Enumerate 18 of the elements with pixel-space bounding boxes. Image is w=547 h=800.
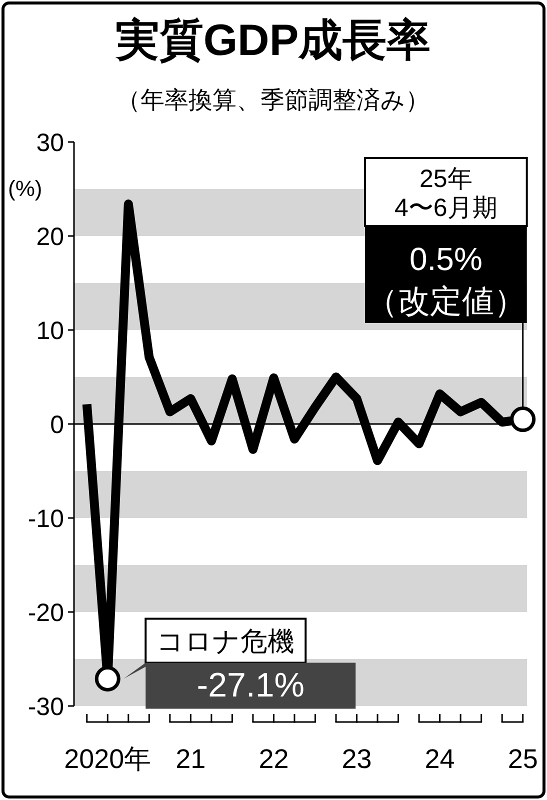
x-tick-label: 23 [342, 744, 372, 774]
y-tick-label: 30 [36, 129, 64, 157]
y-tick-label: -30 [28, 693, 64, 721]
y-tick-label: -20 [28, 599, 64, 627]
x-tick-label: 25 [508, 744, 538, 774]
x-tick-label: 24 [424, 744, 455, 774]
x-tick-label: 22 [258, 744, 289, 774]
x-tick-label: 2020年 [64, 744, 152, 774]
chart-subtitle: （年率換算、季節調整済み） [116, 87, 430, 114]
y-tick-label: -10 [28, 505, 64, 533]
chart-title: 実質GDP成長率 [114, 16, 431, 65]
y-axis-title: (%) [8, 176, 42, 201]
annotation: 25年 4〜6月期 0.5% （改定値） [366, 165, 526, 319]
y-tick-label: 20 [36, 223, 64, 251]
annotation: コロナ危機 -27.1% [156, 626, 304, 705]
y-tick-label: 10 [36, 317, 64, 345]
y-tick-label: 0 [50, 411, 64, 439]
x-tick-label: 21 [176, 744, 206, 774]
